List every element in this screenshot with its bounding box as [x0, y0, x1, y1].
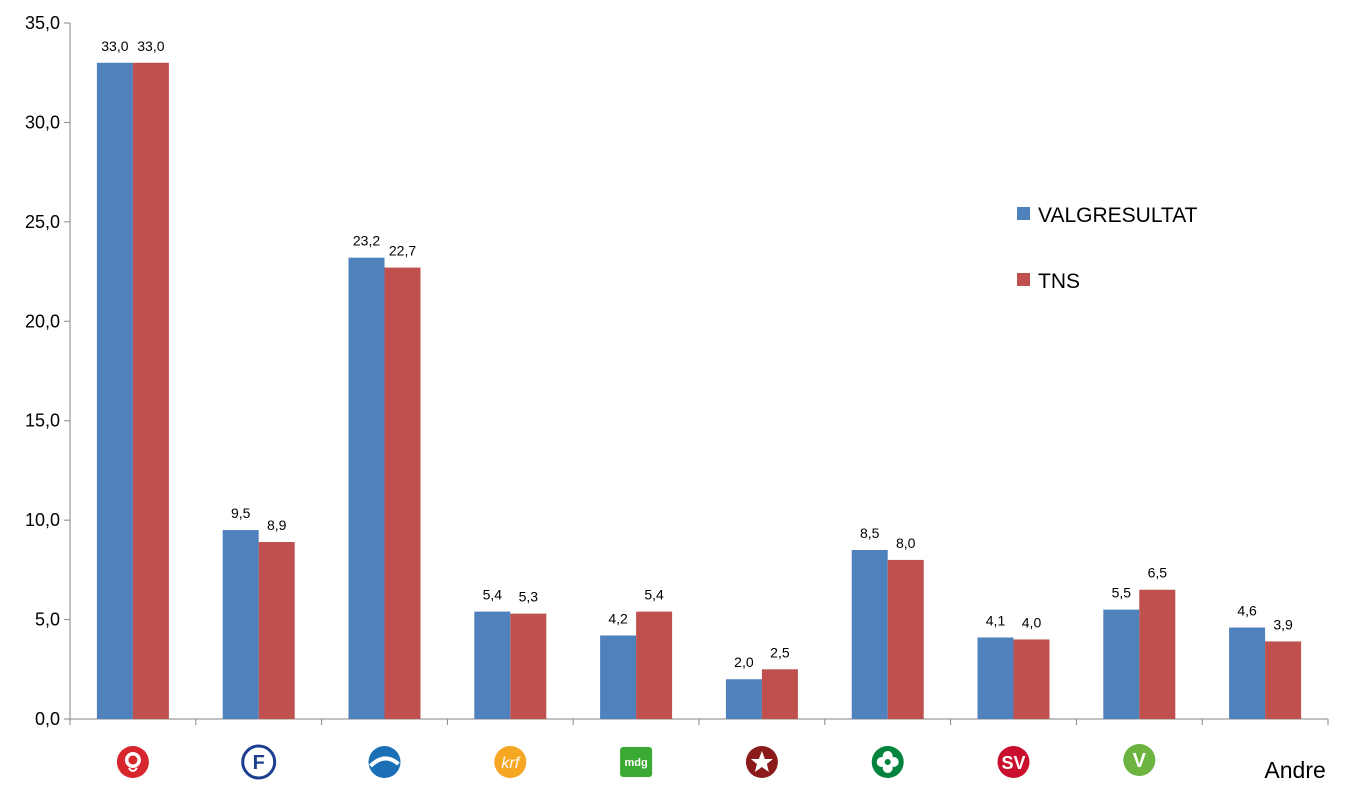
logo-rose-center [128, 755, 138, 765]
logo-circle [997, 746, 1030, 778]
bar-tns [132, 62, 169, 720]
bar-tns [887, 559, 924, 719]
logo-circle [241, 744, 277, 780]
logo-leaf-center [884, 759, 891, 765]
hoyre-logo [368, 746, 401, 778]
data-label: 23,2 [353, 233, 380, 249]
logo-wave [369, 756, 400, 768]
data-label: 4,6 [1237, 603, 1257, 619]
data-label: 5,5 [1112, 585, 1132, 601]
venstre-logo: V [1123, 744, 1156, 776]
data-label: 5,4 [483, 587, 503, 603]
legend-swatch-tns [1017, 273, 1030, 286]
data-label: 4,0 [1022, 614, 1042, 630]
bar-valgresultat [1103, 609, 1140, 719]
legend-swatch-valgresultat [1017, 207, 1030, 220]
sp-clover-logo [871, 746, 904, 778]
logo-letter: V [1133, 750, 1147, 772]
y-tick-label: 30,0 [25, 112, 60, 132]
data-label: 8,0 [896, 535, 916, 551]
logo-box [620, 747, 653, 777]
bar-valgresultat [600, 635, 637, 719]
data-labels: 33,0 33,0 9,5 8,9 23,2 22,7 5,4 5,3 4,2 5,4 2,0 2,5… [101, 38, 1293, 670]
logo-circle [368, 746, 401, 778]
logo-letters: krf [501, 755, 520, 772]
bar-valgresultat [725, 679, 762, 719]
data-label: 33,0 [137, 38, 164, 54]
bar-tns [761, 669, 798, 719]
krf-logo: krf [494, 746, 527, 778]
bar-tns [636, 611, 673, 719]
data-label: 6,5 [1148, 565, 1168, 581]
data-label: 4,2 [608, 610, 628, 626]
y-tick-label: 5,0 [35, 610, 60, 630]
y-tick-label: 0,0 [35, 709, 60, 729]
data-label: 5,3 [519, 589, 539, 605]
mdg-logo: mdg [620, 747, 653, 777]
rodt-star-logo [745, 746, 778, 778]
logo-star [750, 751, 773, 772]
data-label: 4,1 [986, 612, 1006, 628]
bar-valgresultat [348, 257, 385, 719]
category-label: Andre [1264, 757, 1325, 783]
y-tick-label: 10,0 [25, 510, 60, 530]
y-tick-label: 15,0 [25, 411, 60, 431]
logo-leaf [876, 757, 887, 767]
logo-circle [1123, 744, 1156, 776]
data-label: 3,9 [1273, 616, 1293, 632]
data-label: 2,0 [734, 654, 754, 670]
bar-tns [258, 542, 295, 719]
logo-rose-stem [128, 767, 138, 772]
bar-valgresultat [851, 549, 888, 719]
logo-letter: F [253, 752, 265, 774]
data-label: 33,0 [101, 38, 128, 54]
logo-letters: mdg [624, 757, 647, 769]
bar-valgresultat [222, 530, 259, 719]
legend-label: TNS [1038, 270, 1080, 293]
y-tick-label: 20,0 [25, 311, 60, 331]
bar-valgresultat [1229, 627, 1266, 719]
bar-tns [1013, 639, 1050, 719]
data-label: 22,7 [389, 243, 416, 259]
bar-tns [384, 267, 421, 719]
legend-label: VALGRESULTAT [1038, 204, 1198, 227]
ap-rose-logo [116, 746, 149, 778]
bars [96, 62, 1302, 720]
bar-tns [1265, 641, 1302, 719]
sv-logo: SV [997, 746, 1030, 778]
data-label: 8,5 [860, 525, 880, 541]
data-label: 8,9 [267, 517, 287, 533]
y-tick-label: 25,0 [25, 212, 60, 232]
bar-tns [510, 613, 547, 719]
data-label: 5,4 [644, 587, 664, 603]
bar-valgresultat [977, 637, 1014, 719]
category-label: Andre [1264, 757, 1325, 783]
logo-letters: SV [1001, 753, 1025, 773]
bar-valgresultat [96, 62, 133, 720]
frp-logo: F [241, 744, 277, 780]
data-label: 2,5 [770, 644, 790, 660]
bar-valgresultat [474, 611, 511, 719]
legend: VALGRESULTAT TNS [1017, 204, 1198, 293]
logo-circle [494, 746, 527, 778]
bar-tns [1139, 589, 1176, 719]
data-label: 9,5 [231, 505, 251, 521]
y-tick-label: 35,0 [25, 13, 60, 33]
